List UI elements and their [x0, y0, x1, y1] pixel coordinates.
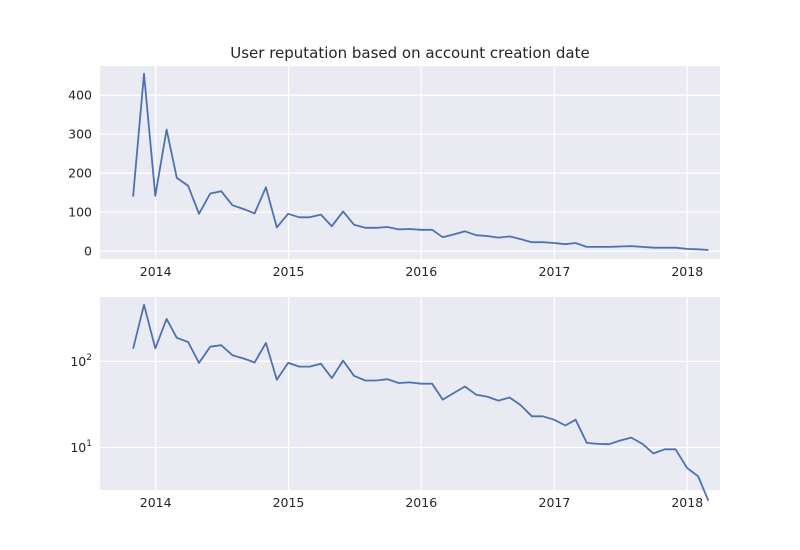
- y-tick-label: 200: [68, 166, 92, 181]
- x-tick-label: 2018: [671, 495, 703, 510]
- y-tick-label: 100: [68, 205, 92, 220]
- x-tick-label: 2017: [539, 264, 571, 279]
- x-tick-label: 2016: [405, 495, 437, 510]
- log-scale-panel: 102 101 2014 2015 2016 2017 2018: [70, 297, 720, 510]
- chart-title: User reputation based on account creatio…: [230, 44, 589, 62]
- y-tick-label: 400: [68, 88, 92, 103]
- y-tick-label: 102: [70, 353, 92, 369]
- reputation-line: [132, 72, 709, 251]
- x-tick-label: 2015: [273, 264, 305, 279]
- x-tick-label: 2014: [140, 495, 172, 510]
- x-tick-label: 2018: [671, 264, 703, 279]
- linear-scale-panel: 0 100 200 300 400 2014 2015 2016 2017 2018: [68, 66, 720, 279]
- x-tick-label: 2016: [405, 264, 437, 279]
- x-tick-label: 2015: [273, 495, 305, 510]
- y-tick-label: 300: [68, 127, 92, 142]
- plot-area: [100, 297, 720, 490]
- reputation-line: [132, 303, 710, 502]
- y-tick-label: 101: [70, 439, 92, 455]
- x-tick-label: 2017: [539, 495, 571, 510]
- plot-area: [100, 66, 720, 259]
- y-tick-label: 0: [84, 244, 92, 259]
- x-tick-label: 2014: [140, 264, 172, 279]
